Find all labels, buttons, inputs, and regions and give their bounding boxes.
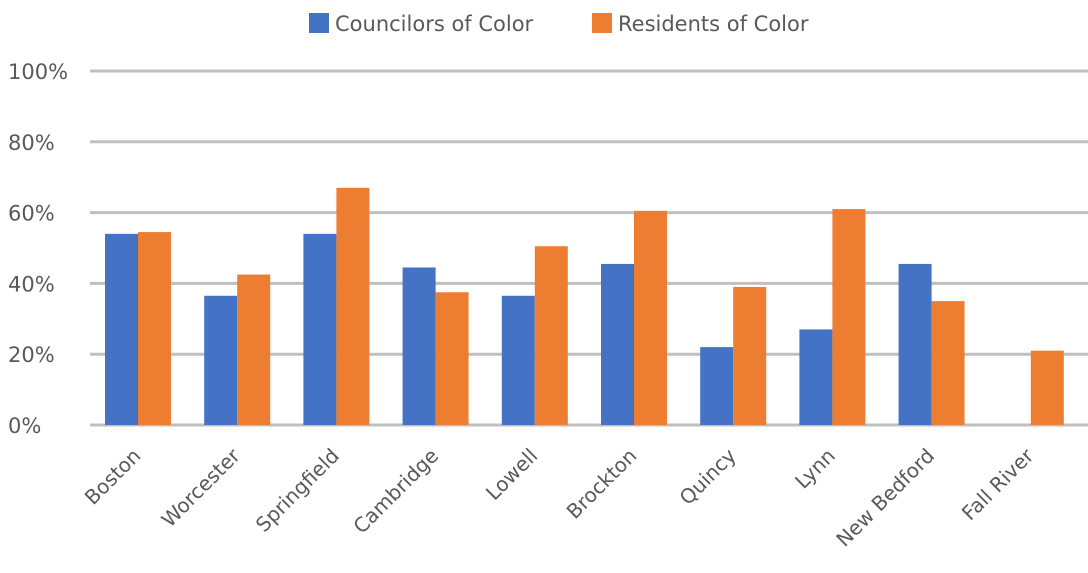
- x-tick-label: Quincy: [675, 443, 741, 509]
- bars: [105, 187, 1064, 425]
- legend-label-residents: Residents of Color: [618, 12, 809, 36]
- bar-residents: [832, 209, 866, 425]
- y-tick-label: 0%: [8, 414, 41, 438]
- y-tick-label: 40%: [8, 272, 55, 296]
- x-tick-label: Fall River: [957, 443, 1039, 525]
- bar-councilors: [898, 263, 932, 425]
- bar-councilors: [799, 329, 833, 425]
- legend-swatch-councilors: [309, 13, 329, 33]
- y-tick-label: 60%: [8, 202, 55, 226]
- legend-swatch-residents: [592, 13, 612, 33]
- bar-residents: [634, 210, 667, 425]
- x-tick-label: Lynn: [790, 444, 840, 494]
- y-tick-label: 80%: [8, 131, 55, 155]
- bar-councilors: [105, 233, 138, 425]
- bar-residents: [931, 301, 965, 425]
- bar-residents: [1030, 350, 1064, 425]
- bar-councilors: [204, 295, 238, 425]
- x-tick-label: Brockton: [562, 444, 642, 524]
- bar-councilors: [601, 263, 634, 425]
- x-tick-label: Boston: [80, 444, 146, 510]
- bar-councilors: [303, 233, 337, 425]
- x-tick-label: Springfield: [251, 444, 344, 537]
- bar-councilors: [700, 347, 734, 425]
- bar-residents: [733, 286, 767, 425]
- x-tick-label: Cambridge: [348, 444, 443, 539]
- bar-councilors: [501, 295, 535, 425]
- bar-councilors: [402, 267, 436, 425]
- legend-label-councilors: Councilors of Color: [335, 12, 534, 36]
- x-tick-label: New Bedford: [831, 444, 939, 552]
- x-axis: Boston Worcester Springfield Cambridge Lowel…: [80, 443, 1039, 551]
- x-tick-label: Lowell: [481, 444, 542, 505]
- bar-residents: [435, 292, 469, 425]
- bar-residents: [138, 232, 171, 425]
- y-tick-label: 100%: [8, 60, 68, 84]
- bar-residents: [336, 187, 370, 425]
- x-tick-label: Worcester: [157, 443, 246, 532]
- chart-legend: Councilors of Color Residents of Color: [309, 12, 809, 36]
- bar-residents: [237, 274, 271, 425]
- y-tick-label: 20%: [8, 343, 55, 367]
- y-axis: 0% 20% 40% 60% 80% 100%: [8, 60, 68, 438]
- bar-residents: [534, 246, 568, 425]
